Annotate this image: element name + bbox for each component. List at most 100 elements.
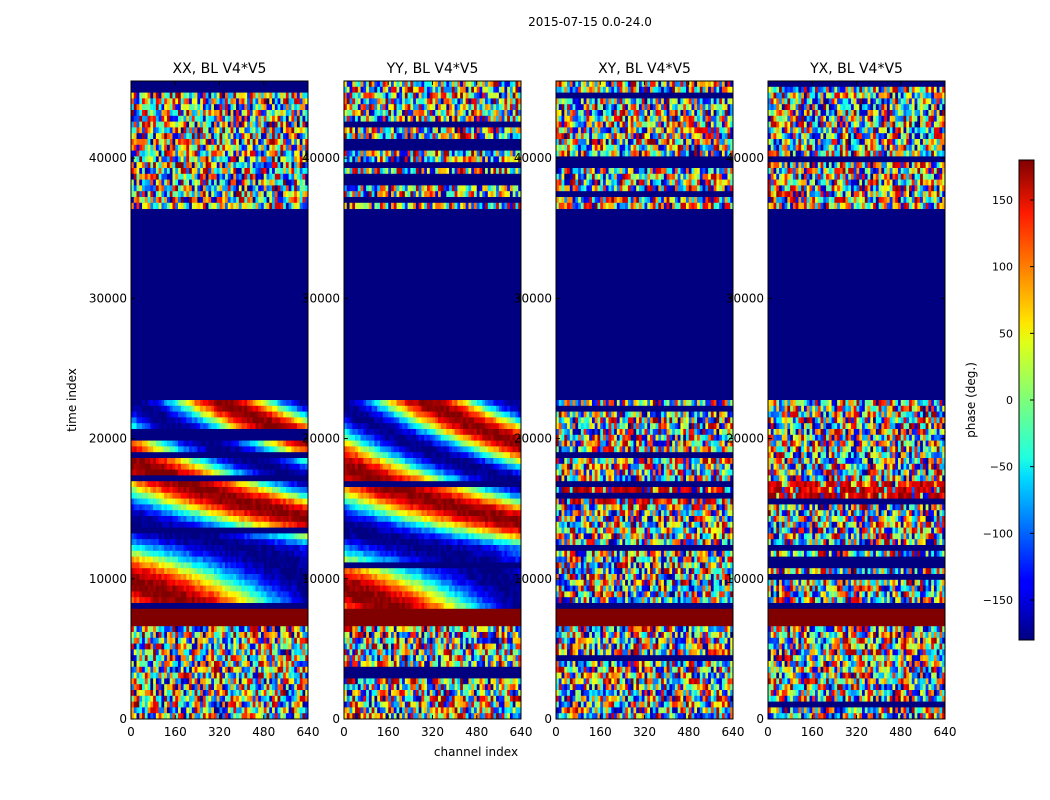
- heatmap-cell: [172, 498, 176, 505]
- heatmap-cell: [178, 574, 182, 581]
- heatmap-cell: [136, 632, 140, 639]
- heatmap-cell: [263, 591, 267, 598]
- heatmap-cell: [197, 695, 201, 702]
- heatmap-cell: [285, 144, 289, 151]
- heatmap-cell: [144, 690, 148, 697]
- heatmap-cell: [219, 632, 223, 639]
- heatmap-cell: [294, 446, 298, 453]
- heatmap-cell: [200, 684, 204, 691]
- heatmap-cell: [225, 672, 229, 679]
- heatmap-cell: [158, 510, 162, 517]
- heatmap-cell: [413, 81, 417, 88]
- heatmap-cell: [227, 707, 231, 714]
- heatmap-cell: [222, 568, 226, 575]
- heatmap-cell: [153, 574, 157, 581]
- heatmap-cell: [133, 579, 137, 586]
- heatmap-cell: [460, 127, 464, 134]
- heatmap-cell: [172, 533, 176, 540]
- heatmap-cell: [158, 440, 162, 447]
- heatmap-cell: [272, 574, 276, 581]
- heatmap-cell: [169, 585, 173, 592]
- heatmap-cell: [178, 481, 182, 488]
- heatmap-cell: [255, 492, 259, 499]
- heatmap-cell: [155, 98, 159, 105]
- heatmap-cell: [294, 597, 298, 604]
- heatmap-cell: [241, 168, 245, 175]
- heatmap-cell: [191, 510, 195, 517]
- heatmap-cell: [191, 173, 195, 180]
- heatmap-cell: [252, 133, 256, 140]
- heatmap-cell: [225, 463, 229, 470]
- heatmap-cell: [344, 86, 348, 93]
- heatmap-cell: [374, 104, 378, 111]
- heatmap-cell: [266, 423, 270, 430]
- heatmap-cell: [490, 150, 494, 157]
- heatmap-cell: [291, 191, 295, 198]
- heatmap-cell: [294, 510, 298, 517]
- heatmap-cell: [222, 168, 226, 175]
- heatmap-cell: [280, 440, 284, 447]
- heatmap-cell: [291, 626, 295, 633]
- heatmap-cell: [396, 81, 400, 88]
- heatmap-cell: [285, 133, 289, 140]
- heatmap-cell: [142, 156, 146, 163]
- heatmap-cell: [255, 666, 259, 673]
- heatmap-cell: [429, 115, 433, 122]
- heatmap-cell: [277, 179, 281, 186]
- heatmap-cell: [131, 521, 135, 528]
- heatmap-cell: [258, 202, 262, 209]
- heatmap-cell: [225, 504, 229, 511]
- heatmap-cell: [208, 661, 212, 668]
- heatmap-cell: [426, 86, 431, 93]
- heatmap-cell: [136, 579, 140, 586]
- heatmap-cell: [216, 556, 220, 563]
- heatmap-cell: [244, 162, 248, 169]
- heatmap-cell: [440, 98, 444, 105]
- heatmap-cell: [205, 626, 209, 633]
- heatmap-cell: [227, 411, 231, 418]
- heatmap-cell: [178, 423, 182, 430]
- heatmap-cell: [200, 150, 204, 157]
- heatmap-cell: [205, 556, 209, 563]
- heatmap-cell: [277, 713, 281, 720]
- heatmap-cell: [244, 492, 248, 499]
- heatmap-cell: [291, 162, 295, 169]
- heatmap-cell: [150, 562, 154, 569]
- heatmap-cell: [255, 626, 259, 633]
- heatmap-cell: [255, 110, 259, 117]
- heatmap-cell: [213, 533, 218, 540]
- heatmap-cell: [283, 469, 287, 476]
- heatmap-cell: [230, 458, 234, 465]
- heatmap-cell: [219, 504, 223, 511]
- heatmap-cell: [225, 168, 229, 175]
- heatmap-cell: [169, 632, 173, 639]
- heatmap-cell: [302, 574, 306, 581]
- heatmap-cell: [213, 121, 218, 128]
- heatmap-cell: [197, 156, 201, 163]
- heatmap-cell: [172, 597, 176, 604]
- heatmap-cell: [247, 139, 251, 146]
- heatmap-cell: [247, 556, 251, 563]
- heatmap-cell: [277, 591, 281, 598]
- heatmap-cell: [169, 487, 173, 494]
- heatmap-cell: [208, 115, 212, 122]
- heatmap-cell: [131, 458, 135, 465]
- heatmap-cell: [131, 446, 135, 453]
- heatmap-cell: [402, 92, 406, 99]
- heatmap-cell: [269, 185, 273, 192]
- heatmap-cell: [396, 92, 400, 99]
- heatmap-cell: [144, 139, 148, 146]
- heatmap-cell: [473, 127, 478, 134]
- heatmap-cell: [213, 637, 218, 644]
- heatmap-cell: [277, 701, 281, 708]
- heatmap-cell: [172, 545, 176, 552]
- heatmap-cell: [252, 539, 256, 546]
- heatmap-cell: [205, 156, 209, 163]
- heatmap-cell: [186, 168, 190, 175]
- heatmap-cell: [288, 423, 292, 430]
- heatmap-cell: [202, 469, 206, 476]
- heatmap-cell: [296, 411, 301, 418]
- heatmap-cell: [213, 202, 218, 209]
- heatmap-cell: [296, 179, 301, 186]
- heatmap-cell: [299, 695, 303, 702]
